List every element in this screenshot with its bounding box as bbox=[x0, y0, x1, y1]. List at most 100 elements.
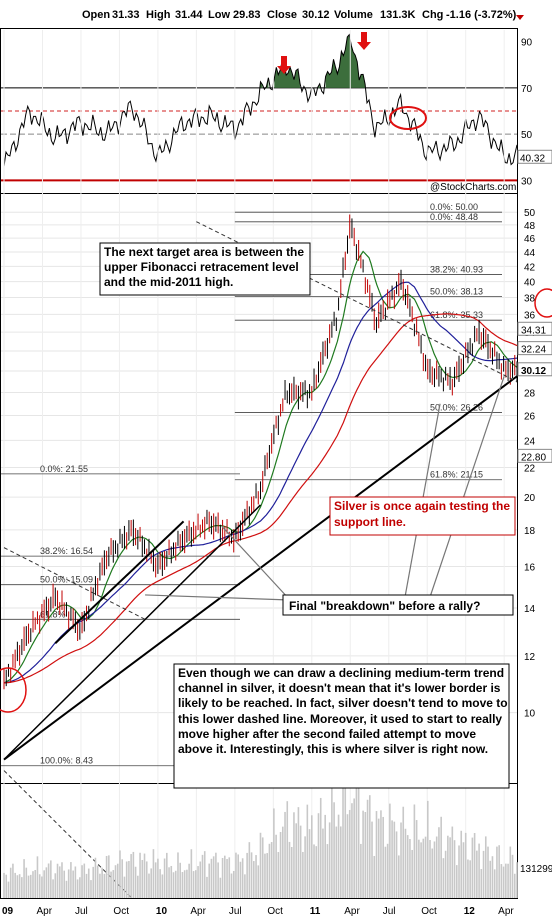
pointer-line bbox=[221, 526, 291, 601]
pointer-line bbox=[429, 376, 505, 598]
rsi-line bbox=[3, 33, 518, 167]
volume-bar bbox=[297, 807, 300, 898]
volume-bar bbox=[449, 837, 451, 898]
volume-bar bbox=[221, 858, 224, 898]
volume-bar bbox=[348, 809, 351, 898]
volume-bar bbox=[72, 870, 74, 898]
x-tick-label: Jul bbox=[229, 906, 242, 917]
volume-bar bbox=[489, 860, 492, 898]
volume-bar bbox=[513, 873, 516, 898]
volume-bar bbox=[337, 814, 340, 898]
volume-bar bbox=[219, 877, 222, 898]
volume-bar bbox=[206, 876, 208, 898]
volume-bar bbox=[148, 873, 150, 898]
volume-bar bbox=[61, 862, 63, 898]
trend-line bbox=[3, 547, 146, 620]
fib-label-right: 0.0%: 48.48 bbox=[430, 212, 478, 222]
volume-bar bbox=[491, 856, 494, 898]
price-tick-label: 10 bbox=[524, 709, 536, 720]
volume-bar bbox=[47, 863, 50, 898]
volume-bar bbox=[179, 862, 182, 898]
volume-bar bbox=[159, 869, 161, 898]
volume-bar bbox=[54, 873, 57, 898]
volume-bar bbox=[478, 843, 480, 898]
volume-bar bbox=[331, 783, 333, 898]
volume-bar bbox=[375, 811, 378, 898]
volume-bar bbox=[152, 849, 155, 898]
x-tick-label: Apr bbox=[36, 906, 52, 917]
volume-bar bbox=[103, 873, 106, 898]
volume-bar bbox=[288, 841, 291, 898]
volume-bar bbox=[199, 861, 202, 898]
volume-bar bbox=[458, 845, 460, 898]
price-tick-label: 42 bbox=[524, 262, 536, 273]
volume-bar bbox=[63, 870, 66, 898]
volume-bar bbox=[380, 810, 382, 898]
volume-bar bbox=[509, 846, 512, 898]
header-chg: -1.16 (-3.72%) bbox=[446, 9, 517, 21]
volume-bar bbox=[308, 829, 311, 898]
volume-bar bbox=[110, 871, 112, 898]
volume-bar bbox=[56, 863, 59, 898]
volume-bar bbox=[255, 855, 257, 898]
volume-bar bbox=[195, 870, 197, 898]
volume-bar bbox=[163, 858, 166, 898]
volume-bar bbox=[226, 858, 228, 898]
volume-bar bbox=[440, 816, 442, 898]
volume-bar bbox=[43, 870, 45, 898]
volume-bar bbox=[357, 778, 360, 898]
volume-bar bbox=[493, 869, 496, 898]
price-label-box bbox=[517, 362, 552, 377]
price-tick-label: 18 bbox=[524, 526, 536, 537]
volume-bar bbox=[25, 867, 28, 898]
volume-bar bbox=[208, 863, 210, 898]
volume-bar bbox=[496, 846, 498, 898]
volume-bar bbox=[7, 881, 10, 898]
rsi-arrow-2-icon bbox=[357, 32, 371, 50]
volume-bar bbox=[172, 872, 175, 898]
volume-bar bbox=[237, 854, 239, 898]
volume-bar bbox=[128, 860, 130, 898]
volume-last-value: 131299 bbox=[520, 864, 552, 875]
volume-bar bbox=[362, 810, 364, 898]
volume-bar bbox=[480, 869, 483, 898]
volume-bar bbox=[473, 833, 476, 898]
ma-short-line bbox=[3, 250, 518, 684]
volume-bar bbox=[250, 852, 253, 898]
price-label: 30.12 bbox=[521, 366, 546, 377]
price-tick-label: 38 bbox=[524, 294, 536, 305]
price-tick-label: 40 bbox=[524, 278, 536, 289]
volume-bar bbox=[344, 758, 347, 898]
volume-bar bbox=[315, 846, 318, 898]
volume-bar bbox=[311, 815, 313, 898]
volume-bar bbox=[168, 867, 170, 898]
volume-bar bbox=[326, 844, 329, 898]
volume-bar bbox=[52, 879, 54, 898]
price-tick-label: 36 bbox=[524, 310, 536, 321]
header-volume-label: Volume bbox=[334, 9, 373, 21]
rsi-tick-label: 90 bbox=[521, 38, 533, 49]
header-close-label: Close bbox=[267, 9, 297, 21]
volume-bar bbox=[92, 866, 95, 898]
volume-bar bbox=[9, 867, 12, 898]
volume-bar bbox=[505, 863, 507, 898]
volume-bar bbox=[177, 852, 179, 898]
rsi-overbought-fill bbox=[260, 34, 366, 88]
volume-bar bbox=[277, 852, 280, 898]
volume-bar bbox=[32, 871, 34, 898]
volume-bar bbox=[83, 863, 86, 898]
volume-bar bbox=[299, 825, 302, 898]
volume-bar bbox=[284, 811, 286, 898]
volume-bar bbox=[79, 877, 81, 898]
support-annotation-box bbox=[329, 496, 516, 536]
fib-label-right: 61.8%: 21.15 bbox=[430, 470, 483, 480]
volume-bar bbox=[397, 855, 400, 898]
volume-bar bbox=[203, 851, 206, 898]
rsi-last-value: 40.32 bbox=[520, 153, 545, 164]
volume-bar bbox=[36, 856, 39, 898]
support-annotation: Silver is once again testing the support… bbox=[334, 499, 511, 529]
axis-layer: 3050709040.32101214161820222426283032343… bbox=[2, 38, 552, 917]
x-tick-label: 10 bbox=[156, 906, 168, 917]
header-high-label: High bbox=[146, 9, 171, 21]
volume-bar bbox=[192, 871, 195, 898]
